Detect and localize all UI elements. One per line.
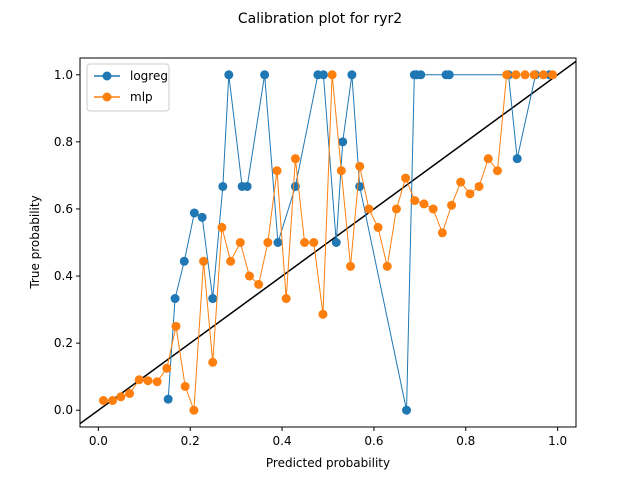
logreg-point (273, 238, 283, 247)
y-axis: 0.0 0.2 0.4 0.6 0.8 1.0 (54, 68, 80, 417)
mlp-point (364, 204, 374, 214)
perfect-calibration-line (80, 60, 576, 425)
mlp-point (346, 261, 356, 271)
mlp-point (483, 154, 493, 164)
plot-area (79, 57, 577, 428)
x-tick-label: 0.8 (456, 434, 475, 448)
mlp-point (548, 70, 558, 80)
mlp-point (520, 70, 530, 80)
mlp-point (474, 181, 484, 191)
mlp-point (152, 377, 162, 387)
mlp-point (263, 238, 273, 247)
mlp-point (492, 166, 502, 176)
logreg-point (208, 294, 218, 304)
mlp-point (189, 405, 199, 415)
series-layer (80, 60, 576, 425)
logreg-point (197, 212, 207, 222)
legend-logreg-marker (102, 71, 112, 81)
plot-frame (79, 57, 577, 428)
mlp-point (355, 161, 365, 171)
mlp-point (116, 392, 126, 402)
mlp-point (162, 363, 172, 373)
y-tick-label: 0.8 (54, 135, 73, 149)
legend-mlp-label: mlp (130, 90, 153, 104)
mlp-point (98, 395, 108, 405)
mlp-point (134, 375, 144, 385)
x-tick-label: 1.0 (548, 434, 567, 448)
x-axis-label: Predicted probability (266, 456, 390, 470)
mlp-point (502, 70, 512, 80)
logreg-point (163, 394, 173, 404)
series-logreg (163, 70, 554, 415)
mlp-point (511, 70, 521, 80)
x-tick-label: 0.0 (89, 434, 108, 448)
mlp-point (226, 256, 236, 266)
mlp-point (143, 376, 153, 386)
x-tick-label: 0.6 (364, 434, 383, 448)
y-tick-label: 1.0 (54, 68, 73, 82)
y-tick-label: 0.4 (54, 269, 73, 283)
mlp-point (327, 70, 337, 80)
mlp-point (538, 70, 548, 80)
mlp-point (300, 238, 310, 247)
mlp-point (171, 321, 181, 331)
mlp-point (254, 279, 264, 289)
logreg-point (189, 208, 199, 218)
mlp-point (318, 309, 328, 319)
mlp-point (235, 238, 245, 247)
mlp-point (419, 199, 429, 209)
y-tick-label: 0.0 (54, 403, 73, 417)
logreg-point (331, 238, 341, 247)
logreg-point (218, 181, 228, 191)
x-tick-label: 0.2 (181, 434, 200, 448)
mlp-point (447, 200, 457, 210)
mlp-point (529, 70, 539, 80)
logreg-point (224, 70, 234, 80)
logreg-point (402, 405, 412, 415)
mlp-point (199, 256, 209, 266)
mlp-point (309, 238, 319, 247)
logreg-point (512, 154, 522, 164)
legend: logreg mlp (86, 63, 170, 112)
mlp-point (272, 166, 282, 176)
mlp-point (290, 154, 300, 164)
y-axis-label: True probability (28, 195, 42, 289)
mlp-point (281, 294, 291, 304)
y-tick-label: 0.6 (54, 202, 73, 216)
logreg-point (242, 181, 252, 191)
mlp-point (108, 395, 118, 405)
logreg-point (416, 70, 426, 80)
mlp-point (373, 222, 383, 232)
mlp-point (180, 381, 190, 391)
logreg-point (444, 70, 454, 80)
mlp-point (410, 196, 420, 206)
mlp-point (125, 388, 135, 398)
logreg-point (260, 70, 270, 80)
mlp-point (244, 271, 254, 281)
mlp-point (401, 173, 411, 183)
mlp-point (428, 204, 438, 214)
mlp-point (382, 261, 392, 271)
mlp-point (208, 357, 218, 367)
logreg-point (338, 137, 348, 147)
x-axis: 0.0 0.2 0.4 0.6 0.8 1.0 (89, 427, 567, 448)
mlp-point (391, 204, 401, 214)
chart-title: Calibration plot for ryr2 (238, 11, 402, 27)
series-mlp (98, 70, 558, 415)
logreg-point (179, 256, 189, 266)
mlp-point (465, 189, 475, 199)
logreg-point (318, 70, 328, 80)
x-tick-label: 0.4 (273, 434, 292, 448)
logreg-point (170, 294, 180, 304)
legend-mlp-marker (102, 92, 112, 102)
legend-logreg-label: logreg (130, 69, 168, 83)
mlp-point (437, 228, 447, 238)
mlp-point (336, 166, 346, 176)
mlp-point (217, 222, 227, 232)
logreg-point (347, 70, 357, 80)
mlp-point (456, 177, 466, 187)
y-tick-label: 0.2 (54, 336, 73, 350)
